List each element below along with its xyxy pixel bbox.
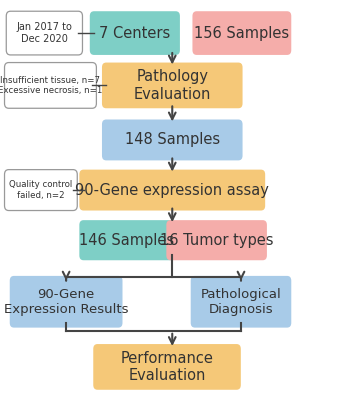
FancyBboxPatch shape <box>5 63 96 108</box>
FancyBboxPatch shape <box>102 119 243 160</box>
FancyBboxPatch shape <box>191 276 291 328</box>
FancyBboxPatch shape <box>5 170 77 211</box>
FancyBboxPatch shape <box>102 63 243 108</box>
FancyBboxPatch shape <box>192 11 291 55</box>
Text: Performance
Evaluation: Performance Evaluation <box>121 351 213 383</box>
Text: 16 Tumor types: 16 Tumor types <box>160 233 274 248</box>
FancyBboxPatch shape <box>79 220 175 260</box>
Text: Insufficient tissue, n=7
Excessive necrosis, n=1: Insufficient tissue, n=7 Excessive necro… <box>0 76 103 95</box>
Text: 156 Samples: 156 Samples <box>194 26 290 41</box>
Text: Pathological
Diagnosis: Pathological Diagnosis <box>200 288 282 316</box>
Text: 90-Gene expression assay: 90-Gene expression assay <box>75 182 269 198</box>
FancyBboxPatch shape <box>166 220 267 260</box>
FancyBboxPatch shape <box>10 276 122 328</box>
Text: Pathology
Evaluation: Pathology Evaluation <box>134 69 211 101</box>
Text: 148 Samples: 148 Samples <box>125 132 220 148</box>
Text: Jan 2017 to
Dec 2020: Jan 2017 to Dec 2020 <box>16 22 72 44</box>
FancyBboxPatch shape <box>93 344 241 390</box>
Text: 146 Samples: 146 Samples <box>79 233 175 248</box>
Text: Quality control
failed, n=2: Quality control failed, n=2 <box>9 180 72 200</box>
Text: 90-Gene
Expression Results: 90-Gene Expression Results <box>4 288 128 316</box>
FancyBboxPatch shape <box>6 11 82 55</box>
Text: 7 Centers: 7 Centers <box>99 26 171 41</box>
FancyBboxPatch shape <box>90 11 180 55</box>
FancyBboxPatch shape <box>79 170 265 211</box>
